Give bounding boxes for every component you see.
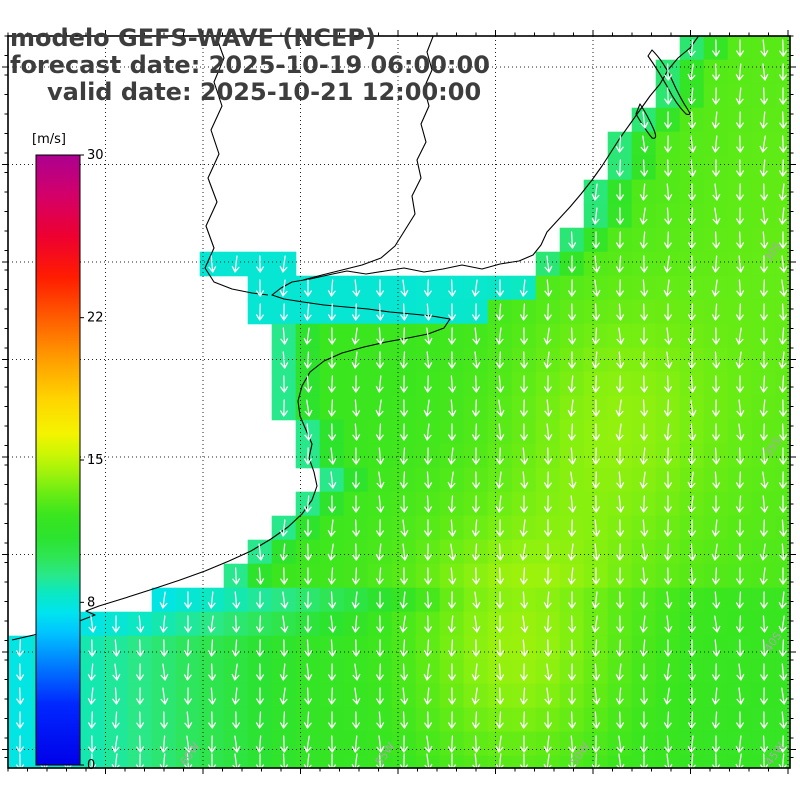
colorbar-tick-label: 8: [87, 595, 95, 610]
map-frame: [7, 35, 791, 769]
colorbar-unit-label: [m/s]: [32, 132, 66, 147]
colorbar-tick-label: 0: [87, 758, 95, 773]
title-forecast-date-line: forecast date: 2025-10-19 06:00:00: [10, 51, 490, 79]
wind-speed-field: [8, 36, 790, 768]
title-model-line: modelo GEFS-WAVE (NCEP): [10, 24, 376, 52]
colorbar: [m/s] 30 22 15 8 0: [32, 132, 104, 773]
colorbar-tick-label: 22: [87, 311, 104, 326]
colorbar-tick-label: 30: [87, 148, 104, 163]
colorbar-tick-label: 15: [87, 453, 104, 468]
title-valid-date-line: valid date: 2025-10-21 12:00:00: [47, 78, 481, 106]
title-block: modelo GEFS-WAVE (NCEP) forecast date: 2…: [10, 24, 490, 106]
coastline-paths: [11, 36, 700, 641]
